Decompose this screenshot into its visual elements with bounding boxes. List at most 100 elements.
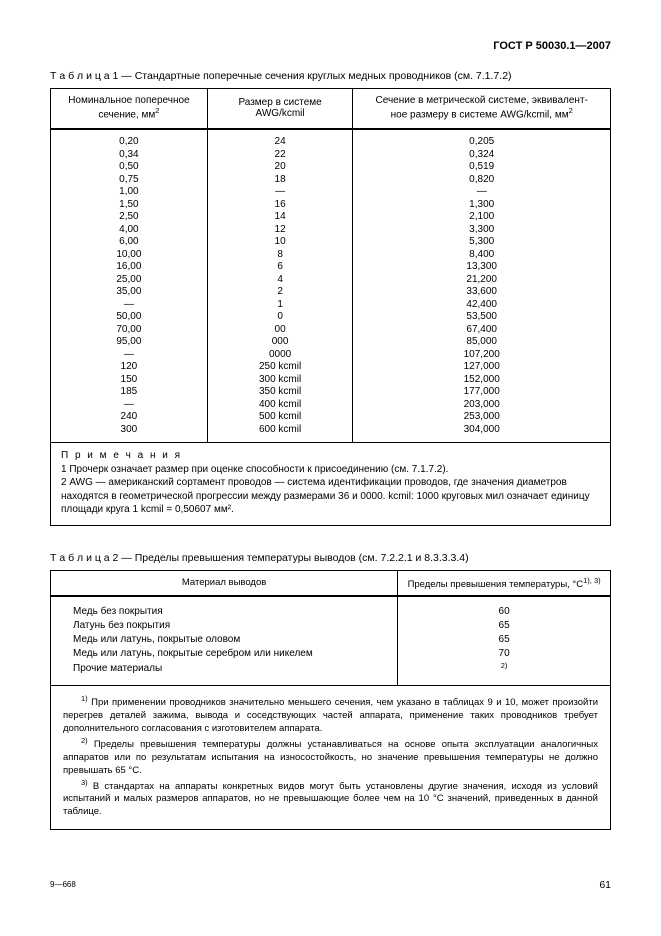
table1-cell: 600 kcmil xyxy=(207,424,353,443)
table1-cell: 14 xyxy=(207,211,353,224)
t1-col1-a: Номинальное поперечное xyxy=(68,95,189,106)
table2: Материал выводов Пределы превышения темп… xyxy=(50,570,611,686)
table1-cell: 350 kcmil xyxy=(207,386,353,399)
t1-note2: 2 AWG — американский сортамент проводов … xyxy=(61,477,590,515)
table1-cell: 22 xyxy=(207,149,353,162)
table1-cell: 304,000 xyxy=(353,424,611,443)
table1-cell: 2,100 xyxy=(353,211,611,224)
table1-cell: — xyxy=(51,399,208,412)
table1-cell: 1,00 xyxy=(51,186,208,199)
table1: Номинальное поперечное сечение, мм 2 Разме… xyxy=(50,88,611,443)
table1-cell: 107,200 xyxy=(353,349,611,362)
table1-cell: 250 kcmil xyxy=(207,361,353,374)
table1-cell: 16,00 xyxy=(51,261,208,274)
table1-cell: 8 xyxy=(207,249,353,262)
table1-cell: 1,50 xyxy=(51,199,208,212)
t2-n2: Пределы превышения температуры должны ус… xyxy=(63,739,598,776)
t2-n3-sup: 3) xyxy=(81,778,88,787)
table1-cell: 1,300 xyxy=(353,199,611,212)
t2-n2-sup: 2) xyxy=(81,736,88,745)
t2-col1: Материал выводов xyxy=(182,577,266,588)
doc-header: ГОСТ Р 50030.1—2007 xyxy=(50,40,611,52)
table1-cell: 152,000 xyxy=(353,374,611,387)
t1-note1: 1 Прочерк означает размер при оценке спо… xyxy=(61,464,448,475)
t2-col2-b: 1), 3) xyxy=(583,576,601,585)
table2-material: Медь или латунь, покрытые оловом xyxy=(51,633,398,647)
table2-value: 65 xyxy=(398,619,611,633)
table1-cell: 150 xyxy=(51,374,208,387)
table1-cell: 25,00 xyxy=(51,274,208,287)
table1-cell: 5,300 xyxy=(353,236,611,249)
table2-notes: 1) При применении проводников значительн… xyxy=(50,686,611,830)
t2-n1: При применении проводников значительно м… xyxy=(63,697,598,734)
table1-cell: 0,75 xyxy=(51,174,208,187)
table1-cell: 85,000 xyxy=(353,336,611,349)
table1-cell: 67,400 xyxy=(353,324,611,337)
table1-cell: 6 xyxy=(207,261,353,274)
table1-cell: 18 xyxy=(207,174,353,187)
table2-material: Латунь без покрытия xyxy=(51,619,398,633)
table1-cell: 12 xyxy=(207,224,353,237)
t2-col2-a: Пределы превышения температуры, °С xyxy=(408,579,584,590)
table1-cell: — xyxy=(353,186,611,199)
table1-cell: 240 xyxy=(51,411,208,424)
table1-cell: 10,00 xyxy=(51,249,208,262)
table2-caption: Т а б л и ц а 2 — Пределы превышения тем… xyxy=(50,552,611,564)
table1-cell: 120 xyxy=(51,361,208,374)
table1-cell: 177,000 xyxy=(353,386,611,399)
table1-cell: 0,519 xyxy=(353,161,611,174)
table1-cell: 13,300 xyxy=(353,261,611,274)
table1-cell: 00 xyxy=(207,324,353,337)
table1-cell: 20 xyxy=(207,161,353,174)
table2-value: 65 xyxy=(398,633,611,647)
table1-cell: — xyxy=(51,349,208,362)
table1-cell: 0,34 xyxy=(51,149,208,162)
table1-caption-text: — Стандартные поперечные сечения круглых… xyxy=(118,70,511,82)
table1-cell: 95,00 xyxy=(51,336,208,349)
table2-caption-label: Т а б л и ц а 2 xyxy=(50,552,118,564)
t1-col1-b: сечение, мм xyxy=(98,109,155,120)
table1-cell: 0,324 xyxy=(353,149,611,162)
table2-caption-text: — Пределы превышения температуры выводов… xyxy=(118,552,468,564)
table1-cell: 2,50 xyxy=(51,211,208,224)
table1-cell: 000 xyxy=(207,336,353,349)
table2-material: Медь без покрытия xyxy=(51,596,398,619)
table1-cell: 24 xyxy=(207,129,353,149)
table1-cell: 300 xyxy=(51,424,208,443)
table1-cell: 53,500 xyxy=(353,311,611,324)
footer-right: 61 xyxy=(50,879,611,891)
table1-cell: 4,00 xyxy=(51,224,208,237)
table1-cell: 0 xyxy=(207,311,353,324)
table1-notes: П р и м е ч а н и я 1 Прочерк означает р… xyxy=(50,443,611,526)
table1-cell: 16 xyxy=(207,199,353,212)
table1-cell: — xyxy=(51,299,208,312)
t1-col2-b: AWG/kcmil xyxy=(256,108,305,119)
table2-material: Прочие материалы xyxy=(51,661,398,686)
table1-cell: 42,400 xyxy=(353,299,611,312)
table1-cell: 2 xyxy=(207,286,353,299)
table1-cell: 3,300 xyxy=(353,224,611,237)
t1-col2-a: Размер в системе xyxy=(238,97,321,108)
table1-cell: — xyxy=(207,186,353,199)
table1-cell: 50,00 xyxy=(51,311,208,324)
table2-value: 60 xyxy=(398,596,611,619)
table1-cell: 6,00 xyxy=(51,236,208,249)
table1-cell: 33,600 xyxy=(353,286,611,299)
table1-cell: 185 xyxy=(51,386,208,399)
table1-cell: 4 xyxy=(207,274,353,287)
table1-cell: 203,000 xyxy=(353,399,611,412)
table1-cell: 0,20 xyxy=(51,129,208,149)
table1-cell: 1 xyxy=(207,299,353,312)
table1-cell: 8,400 xyxy=(353,249,611,262)
t1-notes-lead: П р и м е ч а н и я xyxy=(61,450,182,461)
t1-col3-a: Сечение в метрической системе, эквивален… xyxy=(376,95,588,106)
table1-cell: 0,205 xyxy=(353,129,611,149)
table2-value: 70 xyxy=(398,647,611,661)
table1-cell: 21,200 xyxy=(353,274,611,287)
t1-col3-b: ное размеру в системе AWG/kcmil, мм xyxy=(391,109,569,120)
table1-cell: 127,000 xyxy=(353,361,611,374)
table1-caption-label: Т а б л и ц а 1 xyxy=(50,70,118,82)
table2-material: Медь или латунь, покрытые серебром или н… xyxy=(51,647,398,661)
t2-n3: В стандартах на аппараты конкретных видо… xyxy=(63,781,598,818)
table2-value: 2) xyxy=(398,661,611,686)
